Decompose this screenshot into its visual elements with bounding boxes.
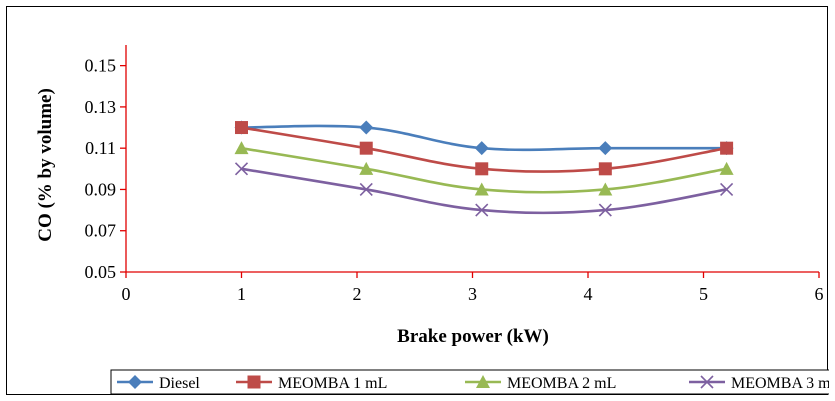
y-axis-title: CO (% by volume) (35, 88, 56, 242)
series-meomba-1-ml (235, 121, 734, 176)
x-tick-label: 3 (468, 284, 477, 304)
co-chart: 0.05 0.07 0.09 0.11 0.13 0.15 0 1 2 3 4 5 6 CO (% by… (35, 45, 829, 395)
series-meomba-1-ml-point (359, 141, 373, 155)
x-tick-label: 4 (584, 284, 593, 304)
series-diesel-point (474, 141, 489, 156)
series-meomba-3-ml-point (359, 182, 373, 197)
series-diesel-point (598, 141, 613, 156)
x-marker-stroke (359, 182, 373, 197)
x-tick-label: 6 (815, 284, 824, 304)
series-meomba-2-ml-point (359, 161, 374, 175)
legend-meomba-3-ml-label: MEOMBA 3 mL (731, 375, 829, 392)
series-meomba-3-ml-point (475, 203, 489, 217)
legend-diesel-label: Diesel (159, 375, 200, 392)
legend-meomba-2-ml-label: MEOMBA 2 mL (507, 375, 616, 392)
legend-meomba-2-ml-marker (476, 375, 490, 388)
series-layer (234, 120, 734, 217)
x-tick-label: 0 (122, 284, 131, 304)
series-meomba-1-ml-point (475, 162, 489, 176)
series-meomba-2-ml-point (598, 182, 613, 196)
x-marker-stroke (700, 375, 714, 389)
legend-diesel-marker (128, 375, 142, 389)
series-diesel-point (359, 120, 374, 135)
series-meomba-1-ml-point (235, 121, 248, 135)
x-tick-label: 2 (353, 284, 362, 304)
y-tick-label: 0.11 (85, 138, 116, 158)
y-tick-label: 0.13 (85, 97, 117, 117)
y-tick-label: 0.09 (85, 179, 117, 199)
series-meomba-3-ml-point (598, 203, 612, 217)
x-marker-stroke (598, 203, 612, 217)
series-meomba-3-ml (234, 162, 734, 217)
series-meomba-2-ml-point (719, 161, 734, 175)
axes: 0.05 0.07 0.09 0.11 0.13 0.15 0 1 2 3 4 5 6 (85, 45, 824, 304)
series-meomba-2-ml-point (234, 141, 249, 155)
series-meomba-3-ml-point (720, 182, 734, 197)
x-marker-stroke (234, 162, 249, 176)
series-meomba-3-ml-point (234, 162, 249, 176)
chart-frame: 0.05 0.07 0.09 0.11 0.13 0.15 0 1 2 3 4 5 6 CO (% by… (6, 6, 829, 395)
legend-meomba-1-ml-label: MEOMBA 1 mL (278, 375, 387, 392)
series-meomba-1-ml-point (598, 162, 612, 176)
series-meomba-1-ml-point (720, 141, 734, 155)
legend-meomba-3-ml: MEOMBA 3 mL (689, 375, 829, 392)
x-marker-stroke (475, 203, 489, 217)
x-marker-stroke (720, 182, 734, 197)
series-meomba-2-ml (234, 141, 734, 196)
x-axis-title: Brake power (kW) (397, 326, 549, 347)
y-tick-label: 0.05 (85, 262, 117, 282)
series-meomba-2-ml-point (474, 182, 489, 196)
y-tick-label: 0.07 (85, 221, 117, 241)
x-tick-label: 1 (237, 284, 246, 304)
y-tick-label: 0.15 (85, 56, 117, 76)
legend-diesel: Diesel (117, 375, 200, 392)
legend-meomba-2-ml: MEOMBA 2 mL (465, 375, 616, 392)
x-tick-label: 5 (699, 284, 708, 304)
legend: Diesel MEOMBA 1 mL MEOMBA 2 mL MEOMBA 3 mL (110, 369, 829, 395)
legend-meomba-3-ml-marker (700, 375, 714, 389)
legend-meomba-1-ml-marker (247, 375, 261, 389)
legend-meomba-1-ml: MEOMBA 1 mL (236, 375, 387, 392)
